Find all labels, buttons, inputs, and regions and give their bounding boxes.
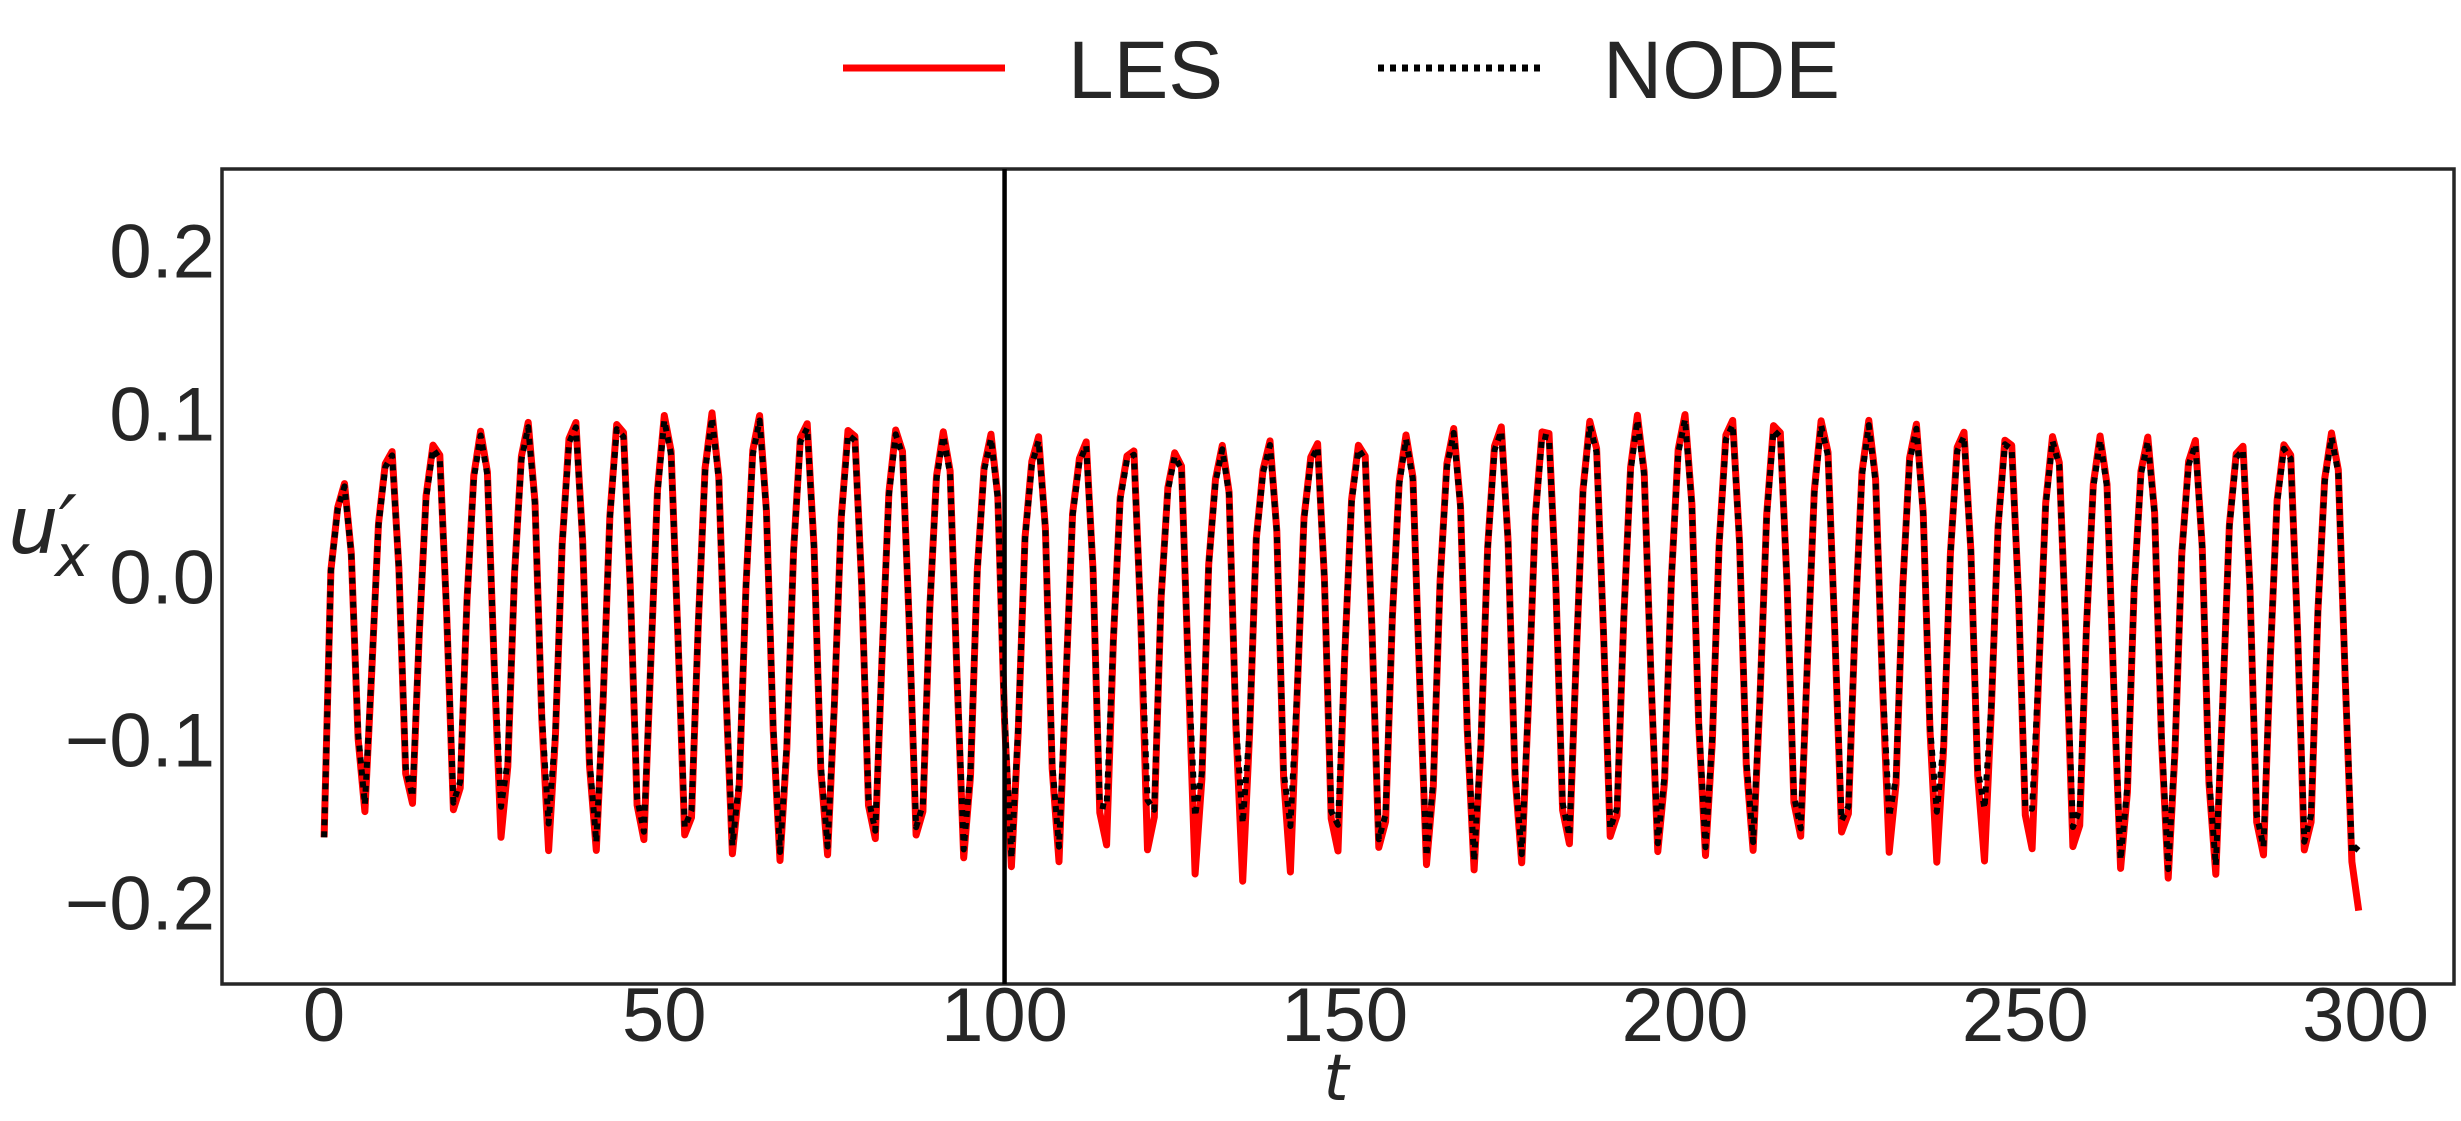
y-axis-label-main: u′: [8, 479, 77, 572]
y-tick-label: 0.1: [109, 373, 215, 458]
legend-label-les: LES: [1068, 25, 1223, 116]
x-tick-label: 200: [1622, 973, 1749, 1058]
x-tick-label: 50: [622, 973, 707, 1058]
y-axis-label: u′ x: [8, 479, 90, 590]
y-tick-label: −0.1: [65, 699, 215, 784]
x-tick-label: 150: [1281, 973, 1408, 1058]
y-axis-label-subscript: x: [53, 522, 90, 590]
x-tick-label: 100: [941, 973, 1068, 1058]
x-tick-label: 250: [1962, 973, 2089, 1058]
y-tick-label: −0.2: [65, 862, 215, 947]
y-tick-label: 0.0: [109, 536, 215, 621]
legend: LES NODE: [843, 25, 1840, 116]
y-tick-label: 0.2: [109, 210, 215, 295]
x-tick-label: 300: [2302, 973, 2429, 1058]
legend-label-node: NODE: [1603, 25, 1840, 116]
x-axis-label: t: [1323, 1042, 1351, 1116]
x-tick-label: 0: [303, 973, 345, 1058]
